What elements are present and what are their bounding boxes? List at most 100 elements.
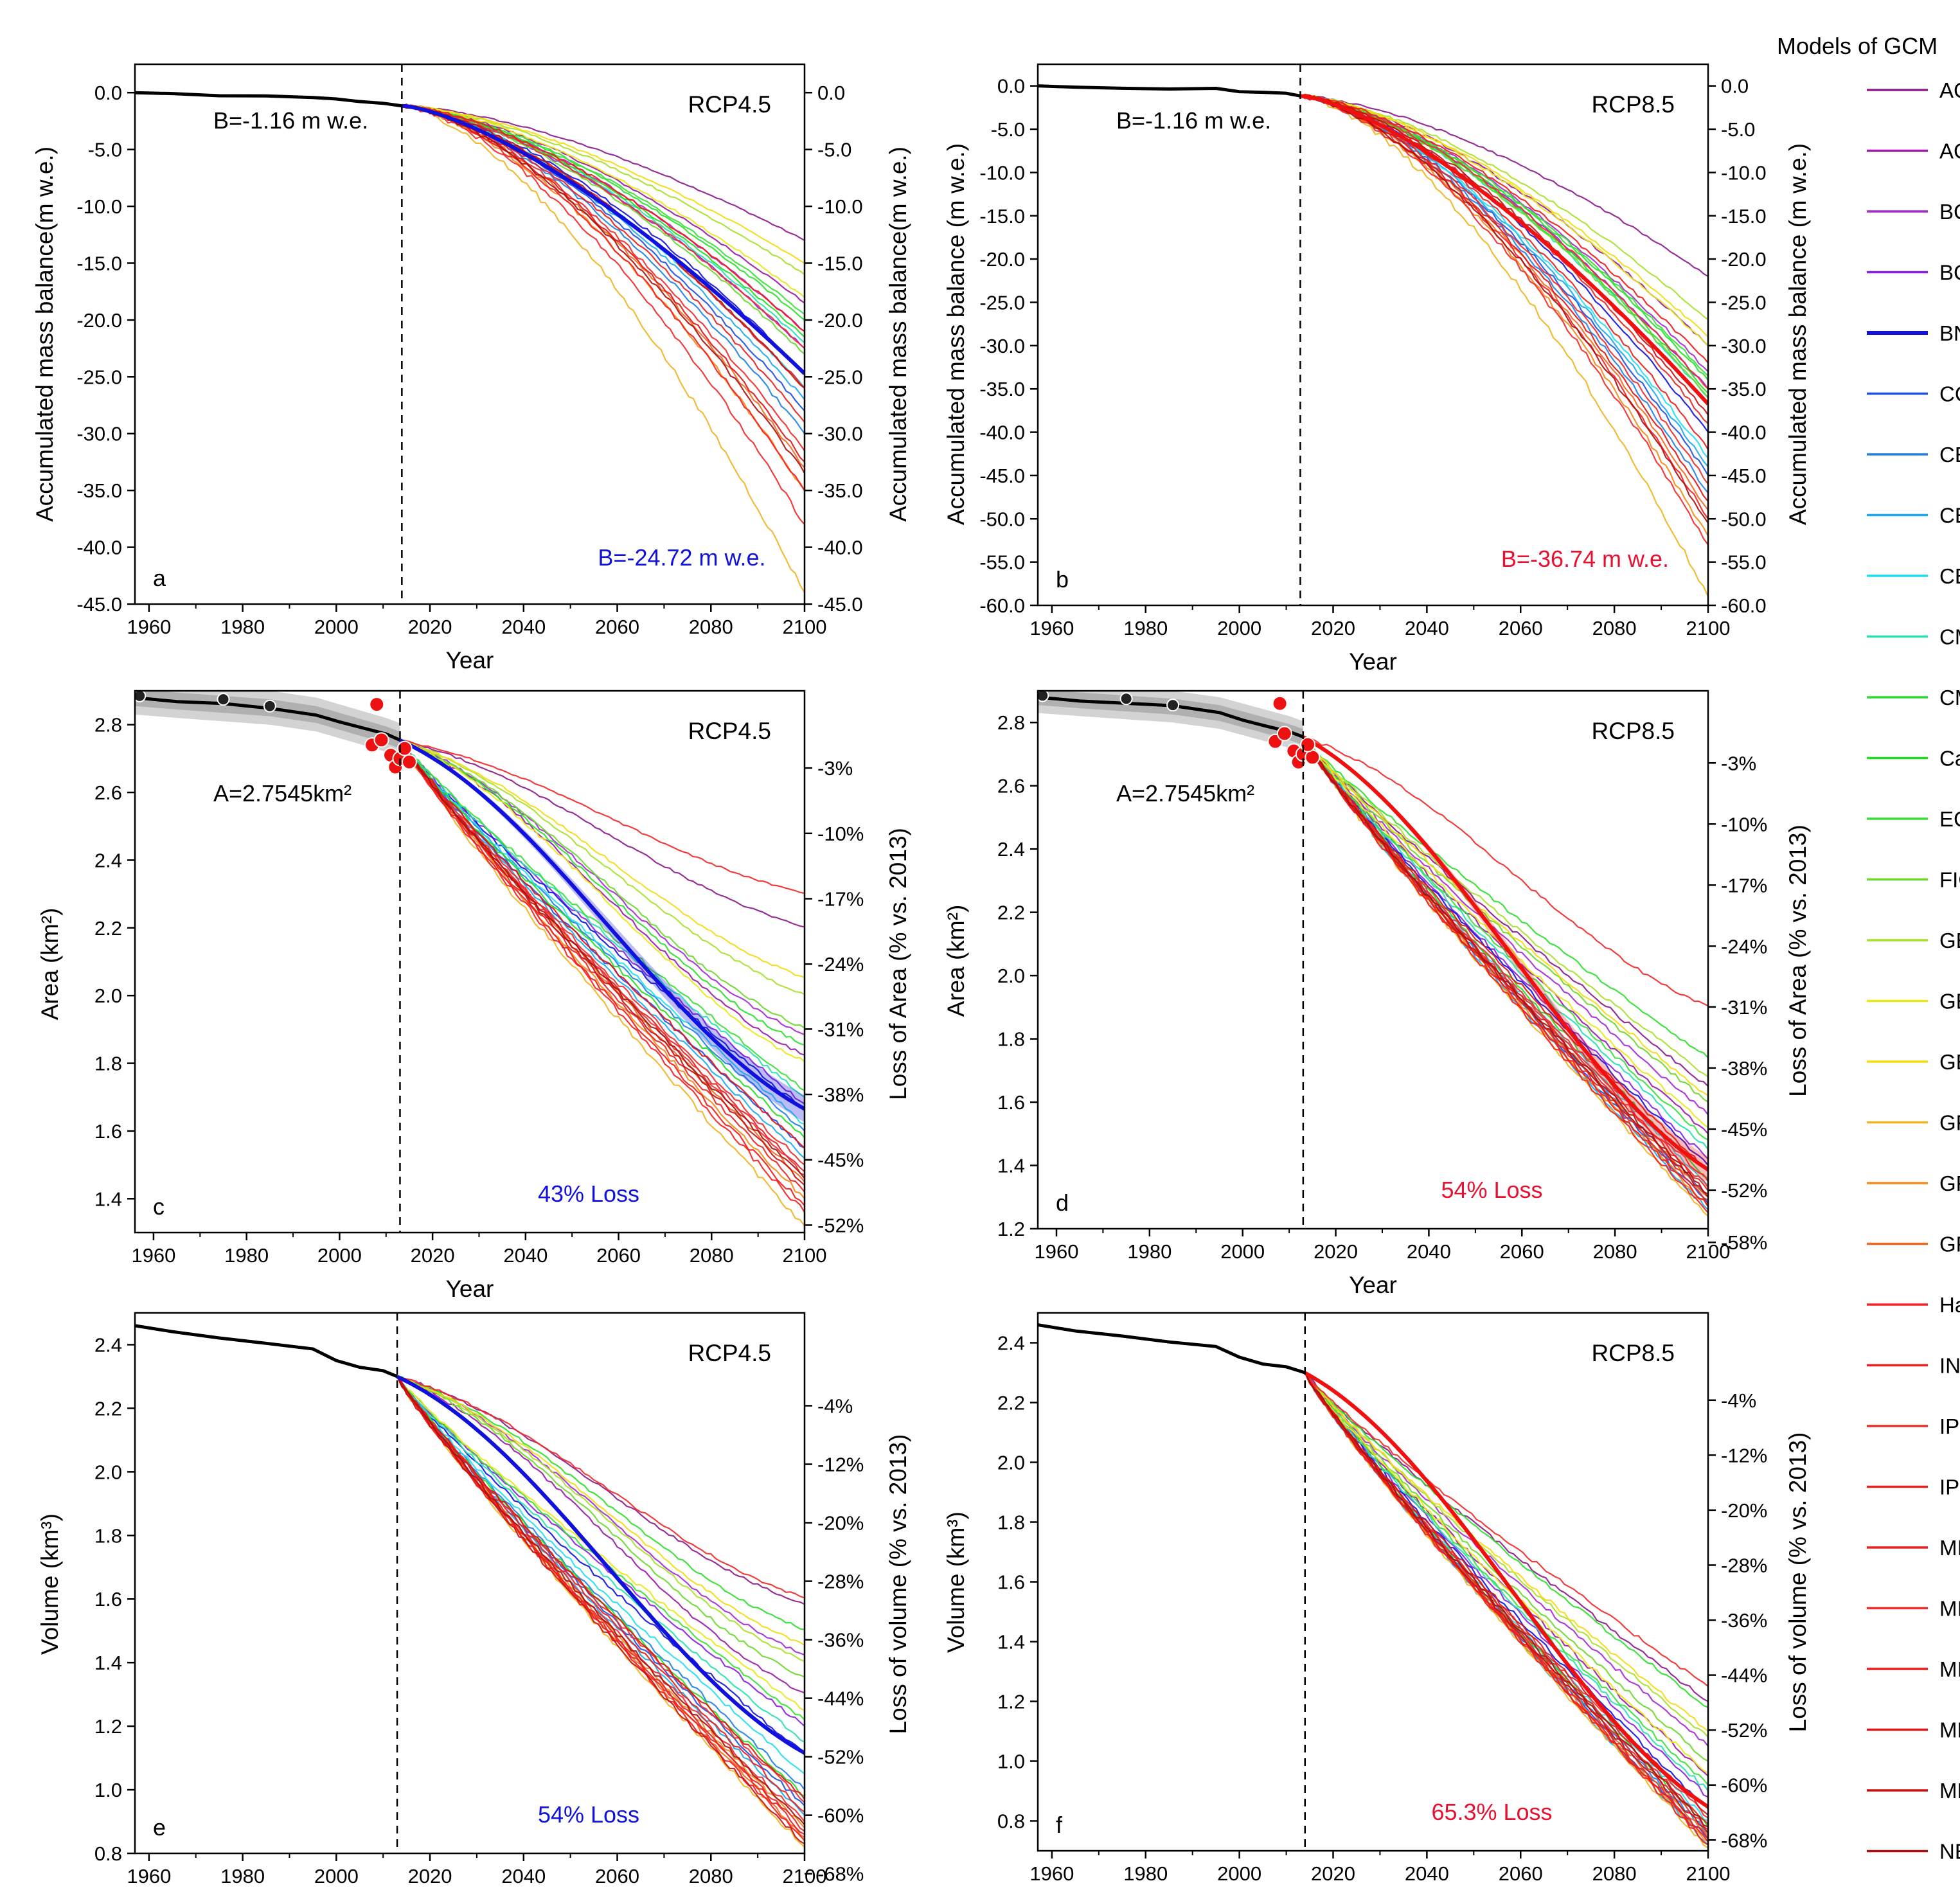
model-line-ECE: [399, 740, 805, 1091]
model-line-CM2: [1302, 736, 1708, 1150]
y-tick-label-0: 0.0: [94, 82, 122, 104]
ensemble-mean-line-a: [402, 103, 805, 375]
y-tick-label-2: 1.2: [94, 1715, 122, 1738]
model-line-CE5: [399, 740, 805, 1125]
right-tick-label-4: -36%: [1721, 1609, 1767, 1632]
y-tick-label-6: 2.0: [94, 1461, 122, 1483]
y-tick-label-8: -40.0: [979, 422, 1025, 444]
model-line-GE1: [396, 1376, 805, 1663]
right-tick-label-8: -68%: [1721, 1829, 1767, 1851]
model-line-BNU: [399, 739, 805, 1112]
y-tick-label-7: 2.2: [94, 1397, 122, 1420]
model-line-CE5: [1300, 93, 1708, 459]
historical-line-c: [135, 696, 401, 742]
observation-point-black-0: [1038, 691, 1049, 702]
x-tick-label-2000: 2000: [314, 616, 359, 638]
model-line-IP3: [396, 1376, 805, 1813]
model-line-GE3: [396, 1376, 805, 1646]
right-tick-label-6: -45%: [817, 1149, 864, 1172]
legend: Models of GCMAC1 AC2 BC1 BC2 BNU CCS CE1 CE2 CE5…: [1777, 33, 1960, 1864]
model-line-Ha5: [401, 105, 805, 525]
y-tick-label-3: 1.8: [997, 1028, 1025, 1051]
y-tick-label-1: 1.0: [997, 1751, 1025, 1773]
legend-label-IP3: IP3: [1939, 1475, 1960, 1499]
y-tick-label-3: 1.4: [94, 1652, 122, 1674]
y-tick-label-6: 2.4: [997, 838, 1025, 860]
model-line-BC2: [396, 1376, 805, 1727]
x-tick-label-1980: 1980: [1123, 1862, 1168, 1885]
y-axis-label-left-b: Accumulated mass balance (m w.e.): [943, 143, 969, 525]
model-line-BNU: [1303, 736, 1708, 1166]
right-tick-label-3: -24%: [817, 953, 864, 976]
legend-label-FIO: FIO: [1939, 868, 1960, 892]
y-tick-label-4: 2.2: [94, 917, 122, 940]
end-annotation-d: 54% Loss: [1441, 1177, 1542, 1203]
right-tick-label-1: -12%: [817, 1453, 864, 1475]
end-annotation-e: 54% Loss: [538, 1801, 639, 1828]
right-tick-label-0: 0.0: [1721, 75, 1749, 98]
y-tick-label-5: 2.4: [94, 849, 122, 871]
model-line-NE1: [1302, 736, 1708, 1195]
historical-line-a: [135, 91, 402, 108]
panel-letter-d: d: [1056, 1190, 1069, 1216]
x-tick-label-2020: 2020: [408, 616, 452, 638]
x-tick-label-2060: 2060: [1500, 1240, 1544, 1263]
right-tick-label-2: -20%: [1721, 1499, 1767, 1522]
y-tick-label-12: -60.0: [979, 594, 1025, 617]
right-tick-label-12: -60.0: [1721, 594, 1767, 617]
y-tick-label-5: 1.8: [94, 1524, 122, 1547]
model-line-FIO: [1303, 736, 1708, 1103]
panel-letter-a: a: [153, 565, 166, 591]
model-line-MI4: [399, 740, 805, 1206]
right-tick-label-1: -12%: [1721, 1444, 1767, 1467]
model-line-FIO: [1300, 94, 1708, 398]
right-tick-label-2: -10.0: [817, 195, 863, 218]
right-tick-label-9: -45.0: [817, 593, 863, 616]
y-tick-label-6: -30.0: [76, 423, 122, 445]
x-tick-label-2040: 2040: [501, 616, 546, 638]
right-tick-label-7: -52%: [817, 1214, 864, 1236]
plot-frame-e: [134, 1312, 806, 1855]
right-tick-label-8: -40.0: [817, 537, 863, 559]
model-line-AC1: [400, 739, 805, 928]
x-tick-label-2100: 2100: [1686, 617, 1731, 639]
y-axis-label-left-f: Volume (km³): [943, 1511, 969, 1653]
x-tick-label-2100: 2100: [783, 1865, 827, 1887]
historical-line-e: [135, 1324, 398, 1378]
model-line-CM3: [1302, 736, 1708, 1058]
right-tick-label-5: -25.0: [1721, 291, 1767, 314]
observation-point-red-7: [396, 740, 413, 756]
right-tick-label-5: -38%: [1721, 1057, 1767, 1080]
ensemble-mean-line-b: [1300, 94, 1708, 406]
right-tick-label-0: -4%: [817, 1395, 853, 1417]
right-tick-label-4: -20.0: [817, 309, 863, 332]
y-tick-label-3: -15.0: [76, 252, 122, 274]
legend-label-CaE: CaE: [1939, 747, 1960, 771]
y-tick-label-6: 2.6: [94, 781, 122, 804]
y-tick-label-3: -15.0: [979, 205, 1025, 227]
model-line-CM2: [399, 739, 805, 1098]
x-tick-label-2040: 2040: [503, 1244, 548, 1267]
y-tick-label-0: 0.0: [997, 75, 1025, 98]
model-line-AC1: [402, 105, 805, 242]
panel-f: 1960 1980 2000 2020 2040 2060 2080 2100 0.8 1.0 1.…: [943, 1312, 1811, 1885]
plot-area-a: [135, 91, 805, 593]
model-line-Ha5: [1303, 736, 1708, 1007]
y-tick-label-2: 1.6: [997, 1091, 1025, 1114]
y-tick-label-1: -5.0: [88, 139, 122, 161]
model-line-Ha5: [396, 1376, 805, 1599]
model-line-IP2: [399, 740, 805, 1166]
end-annotation-b: B=-36.74 m w.e.: [1501, 546, 1669, 572]
model-line-CE2: [402, 105, 805, 400]
y-tick-label-5: -25.0: [979, 291, 1025, 314]
right-tick-label-3: -28%: [1721, 1554, 1767, 1576]
model-line-AC1: [1304, 1372, 1708, 1702]
model-line-MI2: [402, 105, 805, 389]
model-line-MI2: [399, 740, 805, 1193]
legend-label-BC1: BC1: [1939, 200, 1960, 224]
model-line-AC2: [1302, 736, 1708, 1135]
x-tick-label-1980: 1980: [1123, 617, 1168, 639]
x-tick-label-2000: 2000: [1217, 1862, 1261, 1885]
model-line-ECE: [1304, 1372, 1708, 1786]
y-tick-label-2: 1.8: [94, 1053, 122, 1075]
